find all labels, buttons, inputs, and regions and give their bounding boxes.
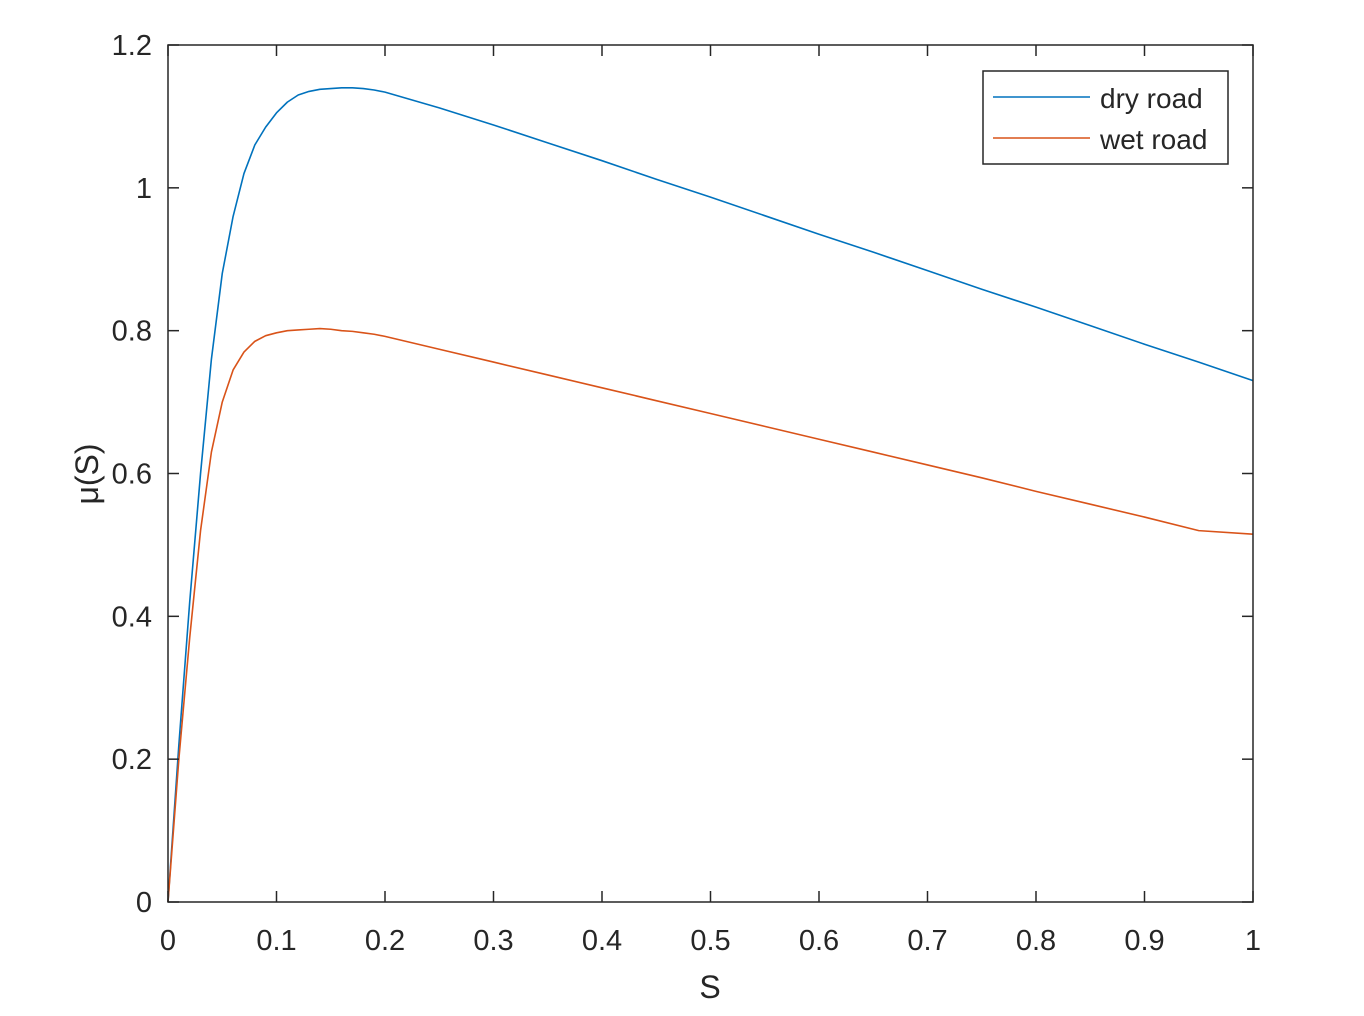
legend: dry road wet road xyxy=(982,70,1229,165)
y-axis-label: μ(S) xyxy=(69,443,105,504)
x-tick-label: 0 xyxy=(160,925,176,957)
x-tick-label: 0.7 xyxy=(907,925,947,957)
y-tick-label: 1 xyxy=(136,173,152,205)
x-tick-label: 0.1 xyxy=(256,925,296,957)
y-tick-label: 0.2 xyxy=(112,744,152,776)
legend-box xyxy=(982,70,1229,165)
x-tick-label: 0.9 xyxy=(1124,925,1164,957)
plot-frame xyxy=(167,44,1254,903)
x-tick-label: 0.5 xyxy=(690,925,730,957)
y-tick-label: 0.4 xyxy=(112,601,152,633)
x-tick-label: 0.8 xyxy=(1016,925,1056,957)
y-tick-label: 0.8 xyxy=(112,316,152,348)
series-line-wet-road xyxy=(167,327,1254,903)
series-line-dry-road xyxy=(167,87,1254,903)
series-layer xyxy=(167,87,1254,903)
x-tick-label: 0.2 xyxy=(365,925,405,957)
y-tick-label: 0 xyxy=(136,887,152,919)
plot-area xyxy=(168,45,1253,902)
x-tick-label: 1 xyxy=(1245,925,1261,957)
x-tick-label: 0.4 xyxy=(582,925,622,957)
y-tick-label: 1.2 xyxy=(112,30,152,62)
y-tick-label: 0.6 xyxy=(112,459,152,491)
tick-layer: 0 0.1 0.2 0.3 0.4 0.5 0.6 0.7 0.8 0.9 1 0 0.2 0.4 0.6 0… xyxy=(112,30,1261,957)
legend-label-wet-road: wet road xyxy=(1099,124,1207,155)
x-tick-label: 0.6 xyxy=(799,925,839,957)
x-axis-label: S xyxy=(699,969,720,1005)
legend-label-dry-road: dry road xyxy=(1100,83,1203,114)
x-tick-label: 0.3 xyxy=(473,925,513,957)
